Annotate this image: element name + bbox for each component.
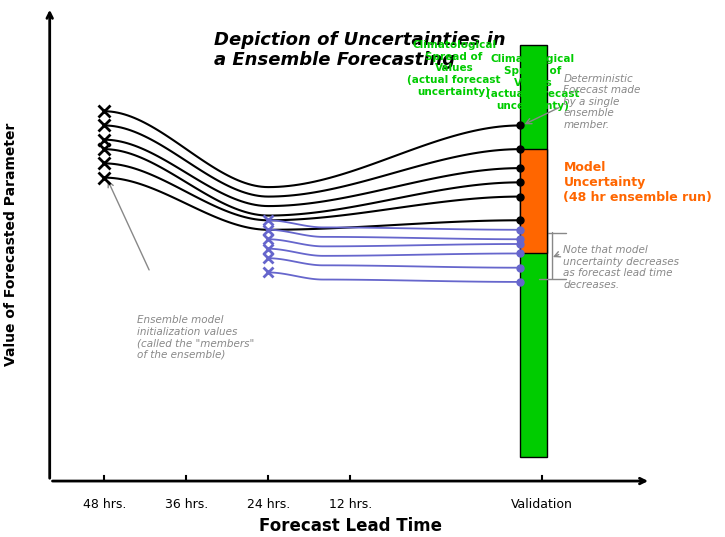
- Text: Forecast Lead Time: Forecast Lead Time: [259, 517, 442, 535]
- Text: Depiction of Uncertainties in
a Ensemble Forecasting: Depiction of Uncertainties in a Ensemble…: [214, 31, 505, 69]
- Bar: [520, 45, 547, 458]
- Text: Note that model
uncertainty decreases
as forecast lead time
decreases.: Note that model uncertainty decreases as…: [563, 245, 679, 290]
- Text: Model
Uncertainty
(48 hr ensemble run): Model Uncertainty (48 hr ensemble run): [563, 161, 713, 204]
- Text: Climatological
Spread of
Values
(actual forecast
uncertainty): Climatological Spread of Values (actual …: [486, 54, 579, 111]
- Text: 12 hrs.: 12 hrs.: [328, 498, 372, 511]
- Bar: [520, 149, 547, 253]
- Text: Deterministic
Forecast made
by a single
ensemble
member.: Deterministic Forecast made by a single …: [563, 74, 641, 130]
- Text: 36 hrs.: 36 hrs.: [165, 498, 208, 511]
- Text: Validation: Validation: [510, 498, 573, 511]
- Text: 48 hrs.: 48 hrs.: [83, 498, 126, 511]
- Text: Climatological
Spread of
Values
(actual forecast
uncertainty): Climatological Spread of Values (actual …: [407, 40, 501, 97]
- Text: Ensemble model
initialization values
(called the "members"
of the ensemble): Ensemble model initialization values (ca…: [137, 315, 254, 360]
- Text: 24 hrs.: 24 hrs.: [247, 498, 290, 511]
- Text: Value of Forecasted Parameter: Value of Forecasted Parameter: [4, 122, 18, 366]
